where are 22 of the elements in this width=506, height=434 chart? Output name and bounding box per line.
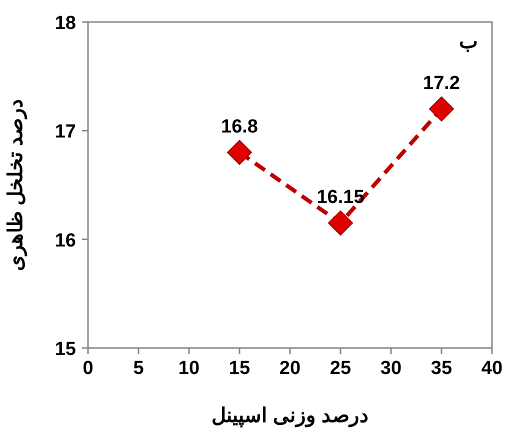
x-axis-title: درصد وزنی اسپینل <box>211 405 369 428</box>
point <box>227 140 252 165</box>
point <box>328 210 353 236</box>
x-tick-label: 5 <box>133 358 144 379</box>
annotation: ب <box>459 31 478 53</box>
x-tick-label: 20 <box>279 358 301 379</box>
x-tick-label: 40 <box>481 358 503 379</box>
data-label: 17.2 <box>423 72 460 94</box>
y-tick-label: 15 <box>54 339 76 360</box>
y-tick-label: 18 <box>54 13 76 34</box>
data-label: 16.15 <box>316 187 365 208</box>
y-axis-title: درصد تخلخل ظاهری <box>5 98 28 272</box>
x-tick-label: 35 <box>430 358 452 379</box>
x-tick-label: 15 <box>228 358 250 379</box>
x-tick-label: 0 <box>82 358 94 379</box>
x-tick-label: 10 <box>178 358 200 379</box>
point <box>429 96 454 122</box>
x-tick-label: 30 <box>380 358 402 379</box>
y-tick-label: 17 <box>54 122 76 143</box>
y-tick-label: 16 <box>54 230 76 252</box>
x-tick-label: 25 <box>330 358 352 379</box>
data-label: 16.8 <box>221 116 258 138</box>
